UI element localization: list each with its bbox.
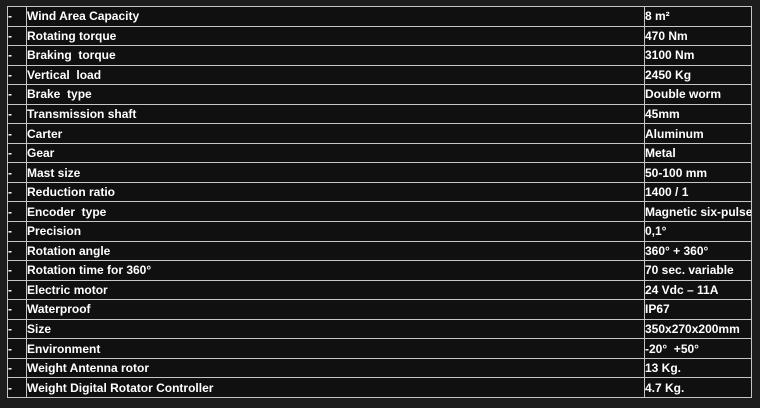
spec-value: 4.7 Kg.: [644, 377, 752, 398]
spec-label: Rotation time for 360°: [26, 260, 645, 281]
table-row: - Carter Aluminum: [7, 123, 752, 144]
table-row: - Braking torque 3100 Nm: [7, 45, 752, 66]
spec-value: 50-100 mm: [644, 162, 752, 183]
table-row: - Size 350x270x200mm: [7, 318, 752, 340]
table-row: - Rotation angle 360° + 360°: [7, 240, 752, 262]
spec-value: 360° + 360°: [644, 240, 752, 262]
spec-value: Double worm: [644, 84, 752, 105]
spec-value: 350x270x200mm: [644, 318, 752, 340]
spec-value: IP67: [644, 299, 752, 320]
table-row: - Precision 0,1°: [7, 221, 752, 242]
spec-value: 470 Nm: [644, 25, 752, 47]
spec-label: Size: [26, 318, 645, 340]
spec-value: Magnetic six-pulse: [644, 201, 752, 223]
spec-label: Gear: [26, 142, 645, 164]
row-bullet-dash: -: [7, 377, 27, 398]
spec-label: Carter: [26, 123, 645, 144]
table-row: - Encoder type Magnetic six-pulse: [7, 201, 752, 223]
spec-label: Vertical load: [26, 64, 645, 86]
spec-label: Rotation angle: [26, 240, 645, 262]
spec-label: Encoder type: [26, 201, 645, 223]
spec-label: Transmission shaft: [26, 103, 645, 125]
spec-label: Rotating torque: [26, 25, 645, 47]
spec-label: Precision: [26, 221, 645, 242]
spec-table-body: - Wind Area Capacity 8 m² - Rotating torque 4…: [7, 6, 752, 398]
table-row: - Electric motor 24 Vdc – 11A: [7, 279, 752, 301]
row-bullet-dash: -: [7, 25, 27, 47]
spec-label: Environment: [26, 338, 645, 359]
spec-value: Metal: [644, 142, 752, 164]
spec-label: Brake type: [26, 84, 645, 105]
table-row: - Vertical load 2450 Kg: [7, 64, 752, 86]
table-row: - Weight Antenna rotor 13 Kg.: [7, 357, 752, 379]
table-row: - Gear Metal: [7, 142, 752, 164]
spec-value: 24 Vdc – 11A: [644, 279, 752, 301]
row-bullet-dash: -: [7, 221, 27, 242]
table-row: - Transmission shaft 45mm: [7, 103, 752, 125]
spec-value: 2450 Kg: [644, 64, 752, 86]
spec-value: 1400 / 1: [644, 181, 752, 203]
spec-label: Electric motor: [26, 279, 645, 301]
spec-value: Aluminum: [644, 123, 752, 144]
spec-label: Mast size: [26, 162, 645, 183]
row-bullet-dash: -: [7, 142, 27, 164]
spec-value: 13 Kg.: [644, 357, 752, 379]
row-bullet-dash: -: [7, 260, 27, 281]
table-row: - Wind Area Capacity 8 m²: [7, 6, 752, 27]
row-bullet-dash: -: [7, 201, 27, 223]
row-bullet-dash: -: [7, 84, 27, 105]
row-bullet-dash: -: [7, 162, 27, 183]
row-bullet-dash: -: [7, 357, 27, 379]
spec-label: Braking torque: [26, 45, 645, 66]
row-bullet-dash: -: [7, 103, 27, 125]
spec-label: Reduction ratio: [26, 181, 645, 203]
table-row: - Environment -20° +50°: [7, 338, 752, 359]
spec-value: -20° +50°: [644, 338, 752, 359]
table-row: - Waterproof IP67: [7, 299, 752, 320]
rotator-specifications-table: - Wind Area Capacity 8 m² - Rotating torque 4…: [7, 6, 752, 398]
spec-value: 45mm: [644, 103, 752, 125]
row-bullet-dash: -: [7, 240, 27, 262]
table-row: - Rotating torque 470 Nm: [7, 25, 752, 47]
row-bullet-dash: -: [7, 299, 27, 320]
row-bullet-dash: -: [7, 64, 27, 86]
table-row: - Reduction ratio 1400 / 1: [7, 181, 752, 203]
row-bullet-dash: -: [7, 181, 27, 203]
spec-value: 8 m²: [644, 6, 752, 27]
row-bullet-dash: -: [7, 45, 27, 66]
row-bullet-dash: -: [7, 318, 27, 340]
table-row: - Mast size 50-100 mm: [7, 162, 752, 183]
table-row: - Brake type Double worm: [7, 84, 752, 105]
table-row: - Weight Digital Rotator Controller 4.7 Kg…: [7, 377, 752, 398]
spec-label: Waterproof: [26, 299, 645, 320]
table-row: - Rotation time for 360° 70 sec. variable: [7, 260, 752, 281]
spec-label: Wind Area Capacity: [26, 6, 645, 27]
row-bullet-dash: -: [7, 6, 27, 27]
spec-label: Weight Digital Rotator Controller: [26, 377, 645, 398]
spec-value: 3100 Nm: [644, 45, 752, 66]
row-bullet-dash: -: [7, 338, 27, 359]
row-bullet-dash: -: [7, 123, 27, 144]
spec-value: 0,1°: [644, 221, 752, 242]
spec-label: Weight Antenna rotor: [26, 357, 645, 379]
row-bullet-dash: -: [7, 279, 27, 301]
spec-value: 70 sec. variable: [644, 260, 752, 281]
